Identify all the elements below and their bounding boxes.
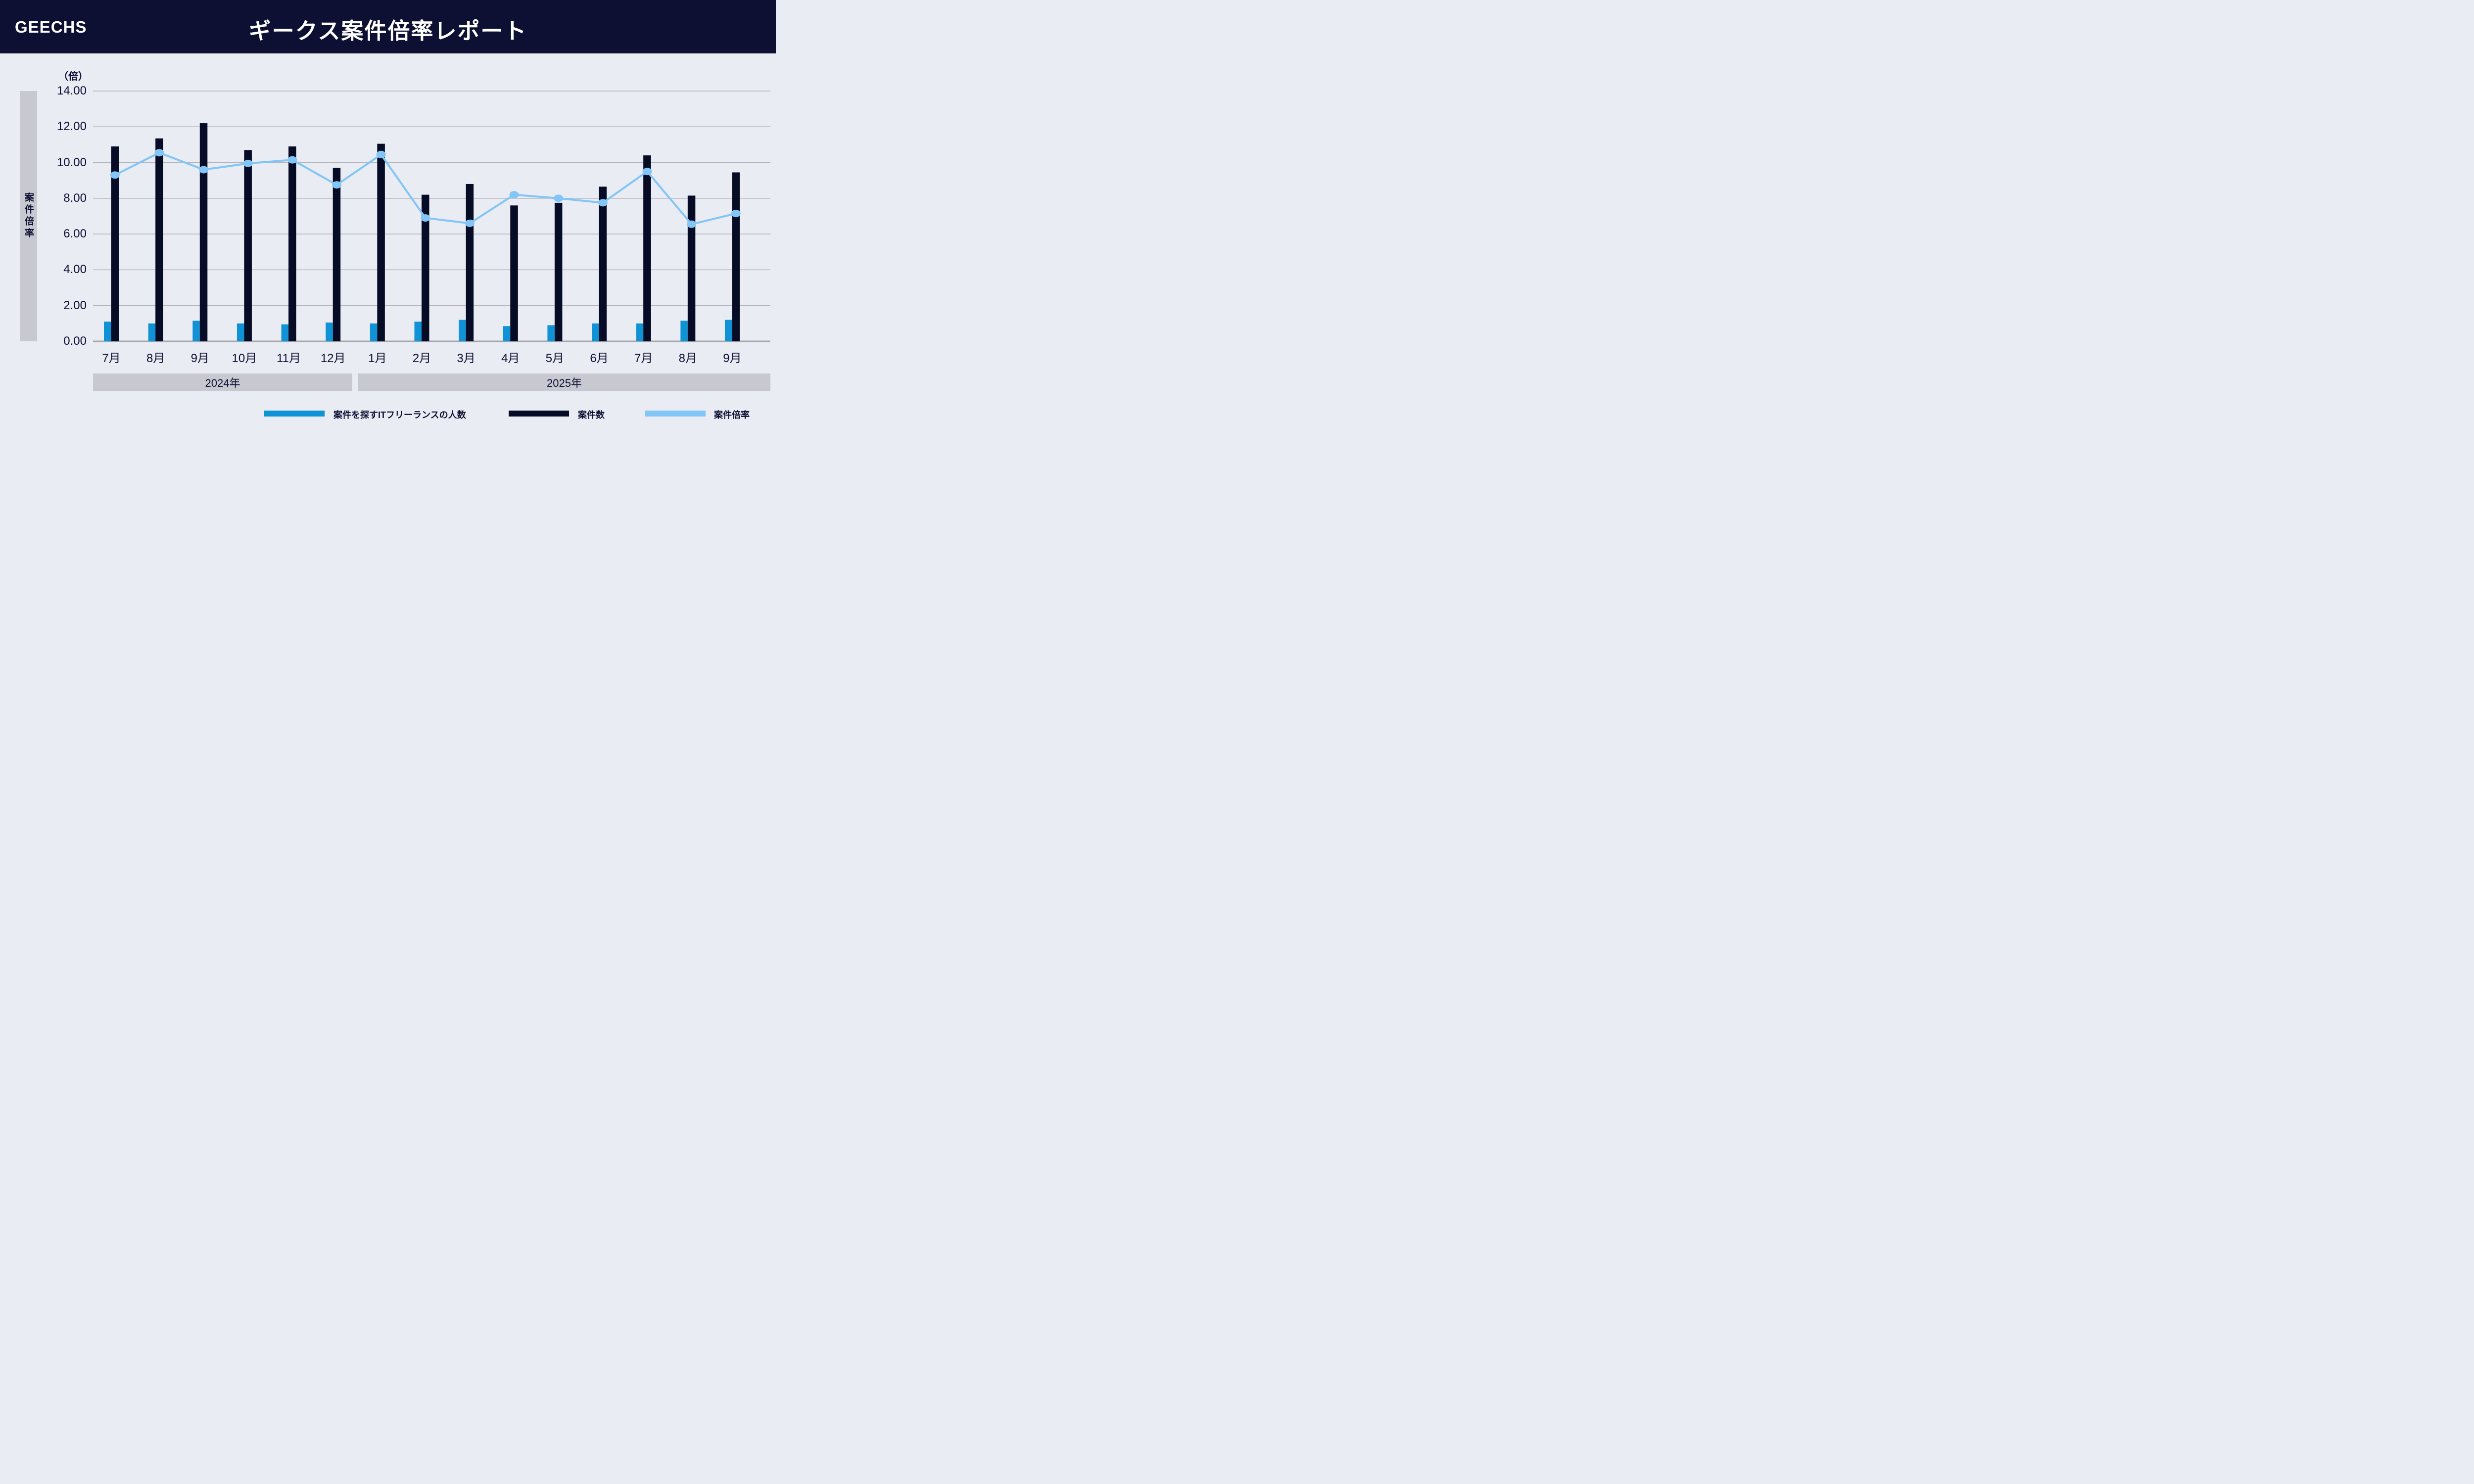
bar-cases xyxy=(687,195,696,341)
bar-cases xyxy=(421,194,429,341)
year-band-label: 2025年 xyxy=(358,373,770,391)
bar-cases xyxy=(599,186,607,341)
ratio-marker xyxy=(287,156,297,164)
bar-people xyxy=(636,323,644,341)
bar-people xyxy=(370,323,378,341)
header: GEECHS ギークス案件倍率レポート xyxy=(0,0,776,53)
ratio-marker xyxy=(154,149,164,157)
report-page: GEECHS ギークス案件倍率レポート （倍） 14.00 12.00 10.00 8… xyxy=(0,0,776,436)
bar-people xyxy=(414,322,422,341)
bar-people xyxy=(104,322,111,341)
ratio-marker xyxy=(687,220,697,228)
ratio-marker xyxy=(642,168,652,176)
x-axis-tick-label: 11月 xyxy=(277,352,301,365)
bar-people xyxy=(459,320,466,341)
bar-people xyxy=(592,323,599,341)
y-axis-tick-label: 12.00 xyxy=(56,120,87,134)
x-axis-tick-label: 6月 xyxy=(590,352,609,365)
ratio-marker xyxy=(421,214,430,222)
ratio-marker xyxy=(509,191,519,199)
bar-people xyxy=(547,325,555,341)
x-axis-tick-label: 2月 xyxy=(412,352,431,365)
geechs-logo: GEECHS xyxy=(15,18,87,36)
x-axis-tick-label: 8月 xyxy=(146,352,165,365)
y-axis-tick-label: 2.00 xyxy=(63,298,87,312)
y-axis-label-band: 案件倍率 xyxy=(20,91,37,341)
y-axis-tick-label: 14.00 xyxy=(56,84,87,97)
x-axis-tick-label: 4月 xyxy=(501,352,520,365)
x-axis-tick-label: 9月 xyxy=(723,352,742,365)
x-axis-tick-label: 7月 xyxy=(102,352,121,365)
x-axis-tick-label: 7月 xyxy=(634,352,653,365)
bar-cases xyxy=(111,146,119,341)
bar-cases xyxy=(333,168,341,341)
page-title: ギークス案件倍率レポート xyxy=(248,18,527,44)
bar-cases xyxy=(155,138,163,341)
bar-people xyxy=(148,323,156,341)
bar-people xyxy=(237,323,244,341)
bar-cases xyxy=(199,123,208,342)
x-axis-tick-label: 12月 xyxy=(320,352,346,365)
y-axis-label: 案件倍率 xyxy=(23,192,34,240)
bar-people xyxy=(680,321,688,341)
bar-cases xyxy=(510,205,518,341)
ratio-marker xyxy=(199,166,209,174)
bar-cases xyxy=(288,146,296,341)
ratio-marker xyxy=(376,150,386,158)
x-axis-tick-label: 10月 xyxy=(232,352,257,365)
bar-people xyxy=(281,324,289,341)
chart-plot-area xyxy=(93,91,770,342)
x-axis-tick-label: 3月 xyxy=(457,352,476,365)
y-axis-tick-label: 10.00 xyxy=(56,155,87,169)
y-axis-tick-label: 8.00 xyxy=(63,191,87,205)
ratio-marker xyxy=(332,181,341,189)
y-axis-unit-label: （倍） xyxy=(58,71,88,82)
year-band-label: 2024年 xyxy=(93,373,353,391)
bar-people xyxy=(503,326,511,341)
ratio-marker xyxy=(465,219,475,227)
x-axis-tick-label: 1月 xyxy=(368,352,387,365)
bar-cases xyxy=(377,143,385,341)
bar-cases xyxy=(244,150,252,341)
ratio-marker xyxy=(598,199,608,207)
ratio-marker xyxy=(243,159,253,167)
ratio-marker xyxy=(554,194,564,202)
x-axis-tick-label: 5月 xyxy=(545,352,565,365)
y-axis-tick-label: 6.00 xyxy=(63,227,87,241)
ratio-marker xyxy=(110,171,120,179)
bar-cases xyxy=(732,172,740,341)
bar-people xyxy=(192,321,200,341)
bar-people xyxy=(724,320,732,341)
bar-cases xyxy=(466,184,474,341)
bar-people xyxy=(326,323,333,341)
y-axis-tick-label: 0.00 xyxy=(63,334,87,348)
x-axis-tick-label: 8月 xyxy=(678,352,697,365)
ratio-marker xyxy=(731,210,741,218)
y-axis-tick-label: 4.00 xyxy=(63,263,87,277)
bar-cases xyxy=(554,202,563,341)
x-axis-tick-label: 9月 xyxy=(190,352,209,365)
bar-cases xyxy=(643,155,651,341)
